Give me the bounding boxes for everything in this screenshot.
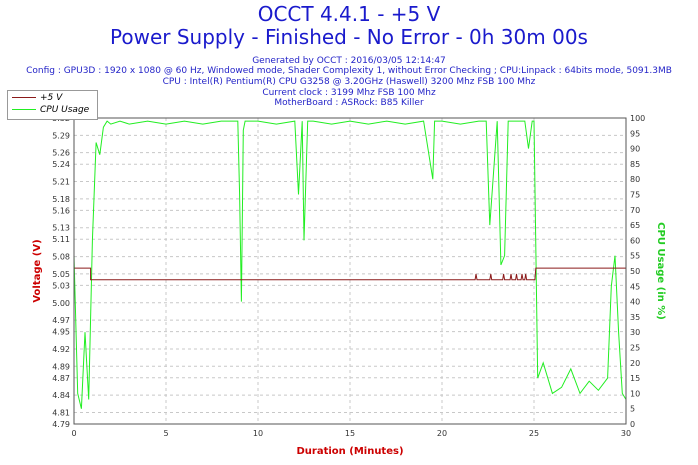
y2-tick-label: 20 [630, 359, 640, 368]
y-axis-label: Voltage (V) [32, 239, 43, 302]
y-tick-label: 4.92 [52, 345, 70, 354]
y2-tick-label: 85 [630, 160, 640, 169]
y2-tick-label: 75 [630, 191, 640, 200]
cpu-swatch [12, 109, 36, 110]
x-tick-label: 0 [71, 429, 76, 438]
y2-tick-label: 100 [630, 114, 645, 123]
chart-title: OCCT 4.4.1 - +5 V [257, 2, 441, 26]
y2-tick-label: 15 [630, 374, 640, 383]
y-tick-label: 4.79 [52, 420, 70, 429]
legend: +5 V CPU Usage [7, 90, 98, 120]
y2-tick-label: 45 [630, 282, 640, 291]
x-axis-label: Duration (Minutes) [296, 446, 403, 457]
cpu-usage-line [73, 120, 627, 409]
y-tick-label: 5.18 [52, 195, 70, 204]
y2-tick-label: 25 [630, 344, 640, 353]
y-tick-label: 5.29 [52, 131, 70, 140]
plot-frame [73, 117, 627, 425]
legend-item-voltage: +5 V [12, 93, 62, 105]
chart-subtitle: Power Supply - Finished - No Error - 0h … [110, 25, 588, 49]
y-tick-label: 4.87 [52, 374, 70, 383]
y2-tick-label: 30 [630, 328, 640, 337]
y-tick-label: 5.11 [52, 235, 70, 244]
y2-tick-label: 5 [630, 405, 635, 414]
series-lines [73, 120, 627, 409]
y-tick-label: 4.81 [52, 408, 70, 417]
y2-tick-label: 80 [630, 175, 640, 184]
y2-tick-label: 95 [630, 129, 640, 138]
grid-lines [73, 117, 627, 425]
y2-axis-label: CPU Usage (in %) [655, 222, 666, 320]
generated-info: Generated by OCCT : 2016/03/05 12:14:47 [252, 56, 446, 66]
y-tick-label: 5.00 [52, 299, 70, 308]
y-tick-label: 5.08 [52, 253, 70, 262]
voltage-swatch [12, 97, 36, 98]
y-tick-label: 4.89 [52, 362, 70, 371]
y-tick-label: 5.13 [52, 224, 70, 233]
y2-tick-label: 70 [630, 206, 640, 215]
y2-tick-label: 65 [630, 221, 640, 230]
y2-tick-label: 40 [630, 298, 640, 307]
y-tick-label: 5.16 [52, 206, 70, 215]
x-tick-label: 25 [529, 429, 539, 438]
y-tick-label: 5.21 [52, 178, 70, 187]
y2-tick-label: 0 [630, 420, 635, 429]
y-tick-label: 5.24 [52, 160, 70, 169]
legend-label-cpu: CPU Usage [40, 105, 90, 115]
x-tick-label: 5 [163, 429, 168, 438]
y-tick-label: 4.84 [52, 391, 70, 400]
config-info: Config : GPU3D : 1920 x 1080 @ 60 Hz, Wi… [26, 66, 672, 76]
tick-labels: 4.79 4.81 4.84 4.87 4.89 4.92 4.95 4.97 5.00 5.03… [52, 114, 645, 438]
y-tick-label: 5.05 [52, 270, 70, 279]
legend-item-cpu: CPU Usage [12, 105, 89, 117]
x-tick-label: 10 [253, 429, 263, 438]
y-tick-label: 5.03 [52, 281, 70, 290]
y2-tick-label: 35 [630, 313, 640, 322]
clock-info: Current clock : 3199 Mhz FSB 100 Mhz [262, 88, 436, 98]
y2-tick-label: 90 [630, 145, 640, 154]
y2-tick-label: 50 [630, 267, 640, 276]
y-tick-label: 4.97 [52, 316, 70, 325]
plot-area-border [73, 117, 627, 425]
y2-tick-label: 55 [630, 252, 640, 261]
y2-tick-label: 60 [630, 236, 640, 245]
cpu-info: CPU : Intel(R) Pentium(R) CPU G3258 @ 3.… [162, 77, 536, 87]
y-tick-label: 4.95 [52, 328, 70, 337]
x-tick-label: 20 [437, 429, 447, 438]
x-tick-label: 30 [621, 429, 631, 438]
x-tick-label: 15 [345, 429, 355, 438]
voltage-line [74, 267, 626, 281]
legend-label-voltage: +5 V [40, 93, 63, 103]
motherboard-info: MotherBoard : ASRock: B85 Killer [274, 98, 424, 108]
y2-tick-label: 10 [630, 389, 640, 398]
y-tick-label: 5.26 [52, 149, 70, 158]
